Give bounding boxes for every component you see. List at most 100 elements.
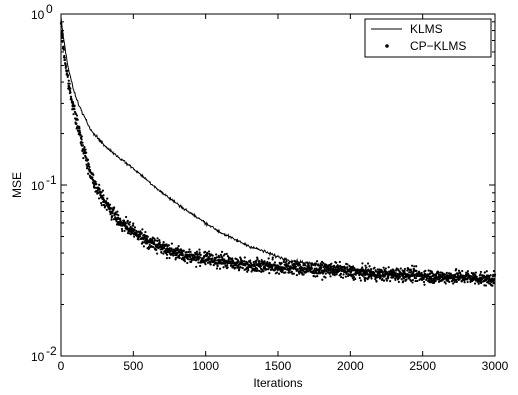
cp-klms-point	[474, 271, 477, 274]
cp-klms-point	[339, 272, 343, 275]
cp-klms-point	[429, 272, 432, 275]
cp-klms-point	[198, 251, 201, 254]
cp-klms-point	[239, 266, 242, 269]
cp-klms-point	[253, 265, 256, 268]
cp-klms-point	[173, 251, 177, 254]
cp-klms-point	[302, 273, 305, 276]
cp-klms-point	[324, 272, 327, 275]
cp-klms-point	[449, 272, 452, 275]
cp-klms-point	[203, 250, 207, 253]
cp-klms-point	[453, 280, 456, 284]
cp-klms-point	[183, 258, 186, 261]
cp-klms-point	[148, 243, 151, 246]
cp-klms-point	[79, 133, 82, 136]
cp-klms-point	[146, 235, 149, 238]
cp-klms-point	[175, 254, 178, 257]
cp-klms-point	[102, 194, 105, 197]
cp-klms-point	[271, 266, 274, 270]
cp-klms-point	[342, 276, 345, 279]
cp-klms-point	[277, 272, 281, 275]
cp-klms-point	[226, 266, 229, 269]
cp-klms-point	[338, 260, 341, 264]
cp-klms-point	[427, 269, 430, 272]
cp-klms-point	[340, 275, 343, 279]
cp-klms-point	[419, 277, 422, 280]
cp-klms-point	[106, 197, 109, 200]
cp-klms-point	[66, 75, 69, 78]
cp-klms-point	[298, 263, 302, 266]
cp-klms-point	[204, 263, 207, 266]
cp-klms-point	[140, 232, 143, 235]
cp-klms-point	[329, 275, 332, 278]
x-axis-title: Iterations	[253, 376, 302, 390]
cp-klms-point	[255, 267, 259, 270]
cp-klms-point	[485, 270, 488, 273]
cp-klms-point	[167, 244, 170, 247]
cp-klms-point	[131, 224, 135, 227]
cp-klms-point	[409, 279, 413, 282]
cp-klms-point	[335, 273, 338, 276]
cp-klms-point	[444, 273, 447, 276]
cp-klms-point	[189, 255, 192, 259]
cp-klms-point	[158, 239, 161, 242]
cp-klms-point	[86, 158, 90, 161]
cp-klms-point	[111, 212, 114, 215]
cp-klms-point	[237, 260, 240, 263]
cp-klms-point	[148, 247, 151, 250]
cp-klms-point	[206, 254, 209, 257]
cp-klms-point	[316, 275, 319, 278]
cp-klms-point	[400, 278, 403, 281]
cp-klms-point	[78, 129, 81, 132]
cp-klms-point	[285, 263, 288, 266]
cp-klms-point	[76, 118, 79, 121]
cp-klms-point	[181, 254, 185, 257]
cp-klms-point	[437, 271, 440, 274]
cp-klms-point	[423, 283, 426, 286]
cp-klms-point	[298, 272, 301, 275]
cp-klms-point	[359, 279, 362, 282]
cp-klms-point	[139, 230, 142, 233]
plot-area	[61, 14, 495, 356]
cp-klms-point	[483, 271, 486, 274]
cp-klms-point	[352, 273, 356, 276]
cp-klms-point	[223, 258, 226, 261]
cp-klms-point	[414, 277, 418, 280]
cp-klms-point	[160, 251, 163, 254]
cp-klms-point	[294, 265, 298, 268]
cp-klms-point	[85, 163, 88, 166]
cp-klms-point	[243, 256, 246, 259]
cp-klms-point	[212, 264, 215, 267]
cp-klms-point	[195, 250, 199, 253]
cp-klms-point	[479, 273, 482, 276]
x-tick-label: 500	[123, 359, 143, 373]
cp-klms-point	[60, 35, 64, 38]
cp-klms-point	[361, 266, 364, 269]
cp-klms-point	[265, 268, 268, 271]
cp-klms-point	[403, 269, 406, 273]
cp-klms-point	[80, 135, 83, 138]
cp-klms-point	[331, 273, 334, 276]
cp-klms-point	[394, 278, 397, 281]
cp-klms-point	[259, 264, 262, 268]
cp-klms-point	[206, 252, 209, 255]
cp-klms-point	[444, 282, 447, 285]
cp-klms-point	[87, 172, 90, 175]
cp-klms-point	[260, 259, 263, 262]
cp-klms-point	[330, 262, 333, 265]
cp-klms-point	[420, 271, 423, 275]
cp-klms-point	[177, 244, 180, 248]
cp-klms-point	[142, 245, 145, 248]
cp-klms-point	[412, 271, 415, 274]
cp-klms-point	[197, 261, 200, 264]
cp-klms-point	[226, 255, 229, 258]
cp-klms-point	[226, 263, 229, 267]
cp-klms-point	[480, 280, 483, 284]
cp-klms-point	[199, 264, 202, 268]
cp-klms-point	[100, 191, 103, 194]
cp-klms-point	[364, 264, 367, 267]
cp-klms-point	[368, 265, 371, 268]
cp-klms-point	[271, 258, 274, 261]
cp-klms-point	[217, 262, 220, 265]
cp-klms-point	[64, 66, 67, 69]
cp-klms-point	[267, 268, 270, 271]
